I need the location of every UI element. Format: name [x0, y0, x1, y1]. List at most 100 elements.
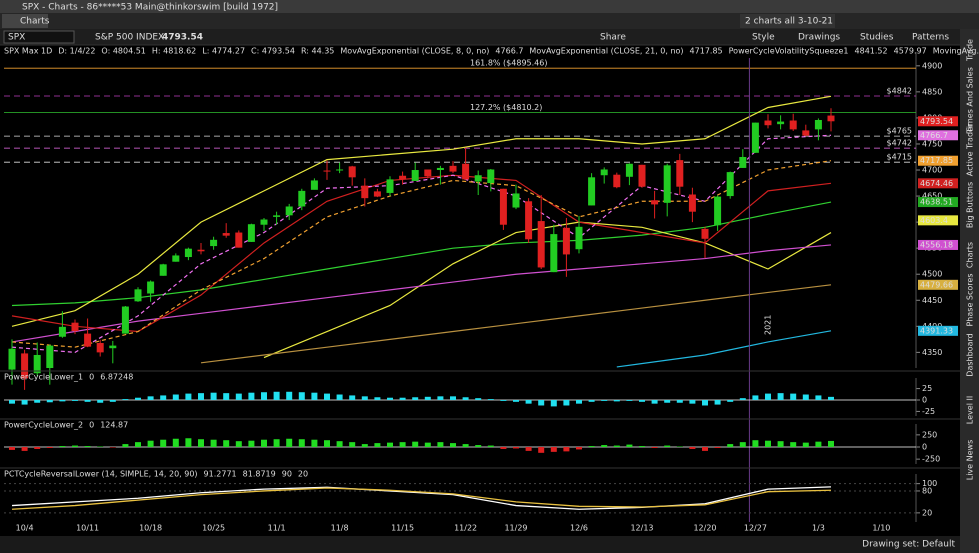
histogram-bar: [198, 393, 204, 400]
histogram-bar: [601, 400, 608, 401]
side-tab[interactable]: Dashboard: [966, 333, 975, 376]
study-header: O: 4804.51: [101, 47, 145, 56]
histogram-bar: [613, 400, 620, 402]
price-marker-label: 4766.7: [920, 131, 948, 140]
price-marker: [918, 279, 958, 290]
price-marker: [918, 130, 958, 141]
side-tab[interactable]: Live News: [966, 440, 975, 481]
candle-body: [8, 348, 16, 370]
x-tick-label: 11/29: [504, 524, 527, 533]
side-tab[interactable]: Trade: [966, 39, 975, 62]
histogram-bar: [790, 393, 797, 400]
candle-body: [210, 239, 218, 247]
candle-body: [688, 194, 696, 212]
histogram-bar: [563, 447, 570, 452]
toolbar-button[interactable]: Patterns: [912, 33, 949, 43]
x-tick-label: 11/15: [391, 524, 414, 533]
study-header: L: 4774.27: [202, 47, 245, 56]
histogram-bar: [450, 396, 456, 400]
candle-body: [21, 353, 29, 379]
study-header: PowerCycleLower_1: [4, 373, 83, 382]
histogram-bar: [752, 395, 759, 400]
candle-body: [399, 175, 407, 180]
histogram-bar: [752, 440, 759, 447]
price-marker-label: 4556.18: [920, 240, 953, 249]
toolbar-button[interactable]: Share: [600, 33, 626, 43]
toolbar-button[interactable]: Drawings: [798, 33, 840, 43]
histogram-bar: [550, 400, 557, 407]
histogram-bar: [676, 400, 683, 403]
toolbar-button[interactable]: Studies: [860, 33, 894, 43]
study-header: 4579.97: [894, 47, 927, 56]
toolbar: [0, 29, 960, 45]
histogram-bar: [727, 400, 734, 402]
side-tab[interactable]: Times And Sales: [966, 67, 975, 134]
y-tick-label: 4500: [922, 270, 942, 279]
x-tick-label: 12/6: [570, 524, 588, 533]
candle-body: [487, 169, 495, 184]
candle-body: [323, 170, 331, 172]
histogram-bar: [714, 400, 721, 405]
layout-label[interactable]: 2 charts all 3-10-21: [745, 17, 833, 27]
study-header: R: 44.35: [301, 47, 334, 56]
candle-body: [298, 190, 306, 207]
candle-body: [726, 172, 734, 197]
histogram-bar: [412, 397, 419, 400]
candle-body: [764, 120, 772, 126]
histogram-bar: [626, 444, 633, 447]
candle-body: [411, 170, 419, 181]
candle-body: [537, 221, 545, 268]
histogram-bar: [59, 400, 66, 402]
x-tick-label: 10/18: [139, 524, 162, 533]
histogram-bar: [689, 400, 696, 404]
x-tick-label: 10/25: [202, 524, 225, 533]
price-marker-label: 4674.46: [920, 179, 953, 188]
x-tick-label: 10/11: [76, 524, 99, 533]
histogram-bar: [324, 440, 330, 447]
histogram-bar: [387, 397, 393, 400]
candle-body: [575, 226, 583, 250]
study-header: MovAvgExponential (CLOSE, 21, 0, no): [529, 47, 683, 56]
tab[interactable]: [2, 14, 48, 28]
side-tab[interactable]: Active Trader: [966, 123, 975, 176]
histogram-bar: [34, 447, 41, 449]
candle-body: [449, 165, 457, 172]
histogram-bar: [828, 440, 834, 447]
price-marker: [918, 178, 958, 189]
candle-body: [562, 227, 570, 255]
y-tick-label: 4750: [922, 139, 942, 148]
price-level-label: $4715: [887, 153, 912, 162]
histogram-bar: [487, 399, 494, 400]
histogram-bar: [361, 444, 368, 447]
histogram-bar: [739, 442, 746, 447]
side-tab[interactable]: Big Buttons: [966, 182, 975, 228]
tab-label[interactable]: Charts: [20, 17, 50, 27]
indicator-line: [11, 201, 832, 307]
window-title: SPX - Charts - 86*****53 Main@thinkorswi…: [22, 3, 278, 13]
toolbar-button[interactable]: Style: [752, 33, 775, 43]
candle-body: [676, 160, 684, 187]
x-tick-label: 11/8: [331, 524, 349, 533]
y-tick-label: 4700: [922, 166, 942, 175]
histogram-bar: [815, 441, 822, 447]
price-marker-label: 4638.51: [920, 198, 953, 207]
side-tab[interactable]: Level II: [966, 396, 975, 424]
y-tick-label: 25: [922, 384, 932, 393]
histogram-bar: [147, 396, 154, 400]
last-price: 4793.54: [162, 33, 203, 43]
symbol-box[interactable]: [3, 30, 75, 44]
histogram-bar: [601, 445, 608, 447]
layout-box[interactable]: [740, 14, 835, 28]
side-tab[interactable]: Phase Scores: [966, 273, 975, 326]
histogram-bar: [59, 446, 66, 447]
y-tick-label: -25: [922, 407, 935, 416]
candle-body: [625, 163, 633, 177]
indicator-line: [11, 244, 832, 343]
x-tick-label: 12/13: [630, 524, 653, 533]
histogram-bar: [349, 442, 356, 447]
candle-body: [273, 215, 281, 217]
side-tab[interactable]: Charts: [966, 242, 975, 268]
symbol[interactable]: SPX: [8, 33, 25, 43]
histogram-bar: [109, 400, 116, 402]
